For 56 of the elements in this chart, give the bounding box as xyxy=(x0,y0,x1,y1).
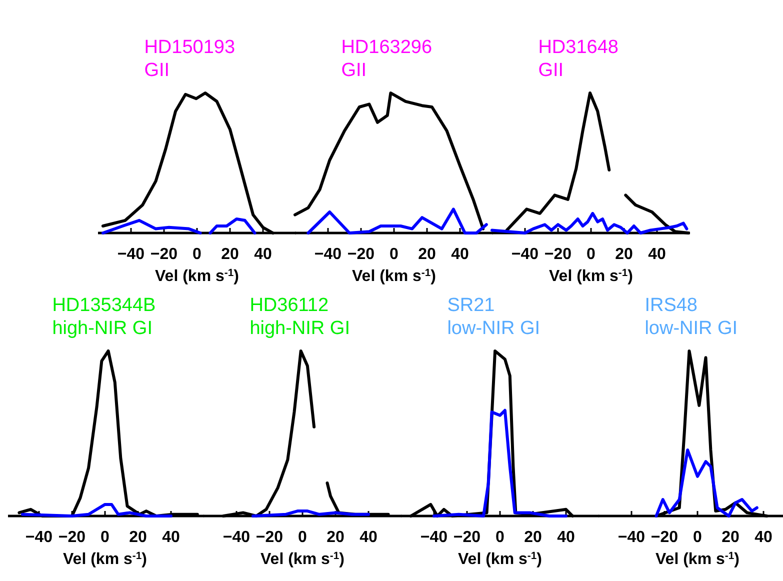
x-tick-label: −40 xyxy=(25,529,53,546)
x-tick-label: 0 xyxy=(496,529,505,546)
x-axis-title: Vel (km s$^{-1}$) xyxy=(458,550,542,568)
chart-title: HD31648 xyxy=(538,37,618,58)
x-tick-label: 20 xyxy=(418,246,436,263)
x-tick-label: 20 xyxy=(615,246,633,263)
x-axis-title: Vel (km s$^{-1}$) xyxy=(549,268,633,285)
x-tick-label: −40 xyxy=(511,246,539,263)
x-tick-label: 20 xyxy=(326,529,344,546)
x-tick-label: 0 xyxy=(586,246,596,263)
x-tick-label: −40 xyxy=(618,529,646,546)
chart-subtitle: high-NIR GI xyxy=(250,318,350,339)
chart-subtitle: low-NIR GI xyxy=(447,318,540,339)
chart-subtitle: low-NIR GI xyxy=(644,318,738,339)
x-axis-title: Vel (km s$^{-1}$) xyxy=(352,268,436,285)
x-tick-label: −20 xyxy=(58,529,86,546)
chart-subtitle: GII xyxy=(341,60,367,81)
x-tick-label: 40 xyxy=(451,246,469,263)
x-axis-title: Vel (km s$^{-1}$) xyxy=(260,550,344,568)
x-axis-title: Vel (km s$^{-1}$) xyxy=(155,268,239,285)
x-axis-title: Vel (km s$^{-1}$) xyxy=(656,550,740,568)
x-tick-label: −20 xyxy=(256,529,284,546)
x-tick-label: 40 xyxy=(162,529,180,546)
x-axis-title: Vel (km s$^{-1}$) xyxy=(63,550,147,568)
x-tick-label: 40 xyxy=(360,529,378,546)
x-tick-label: 20 xyxy=(524,529,542,546)
x-tick-label: 0 xyxy=(693,529,702,546)
chart-title: HD36112 xyxy=(250,295,329,316)
x-tick-label: −20 xyxy=(453,529,481,546)
x-tick-label: 20 xyxy=(722,529,740,546)
x-tick-label: 20 xyxy=(221,246,239,263)
x-tick-label: −40 xyxy=(314,246,342,263)
chart-subtitle: high-NIR GI xyxy=(52,318,153,339)
x-tick-label: −40 xyxy=(420,529,448,546)
x-tick-label: 40 xyxy=(254,246,272,263)
chart-title: HD163296 xyxy=(341,37,432,58)
x-tick-label: −20 xyxy=(150,246,178,263)
x-tick-label: 0 xyxy=(298,529,308,546)
chart-title: HD135344B xyxy=(52,295,156,316)
chart-subtitle: GII xyxy=(538,60,564,81)
x-tick-label: −20 xyxy=(650,529,678,546)
x-tick-label: −20 xyxy=(347,246,375,263)
x-tick-label: 20 xyxy=(129,529,147,546)
x-tick-label: 0 xyxy=(192,246,202,263)
x-tick-label: −20 xyxy=(544,246,572,263)
x-tick-label: 0 xyxy=(100,529,110,546)
x-tick-label: −40 xyxy=(117,246,145,263)
x-tick-label: −40 xyxy=(222,529,250,546)
chart-title: IRS48 xyxy=(644,295,698,316)
x-tick-label: 40 xyxy=(557,529,575,546)
x-tick-label: 40 xyxy=(648,246,666,263)
chart-subtitle: GII xyxy=(144,60,170,81)
chart-title: SR21 xyxy=(447,295,495,316)
x-tick-label: 0 xyxy=(390,246,399,263)
x-tick-label: 40 xyxy=(754,529,772,546)
chart-title: HD150193 xyxy=(144,37,236,58)
